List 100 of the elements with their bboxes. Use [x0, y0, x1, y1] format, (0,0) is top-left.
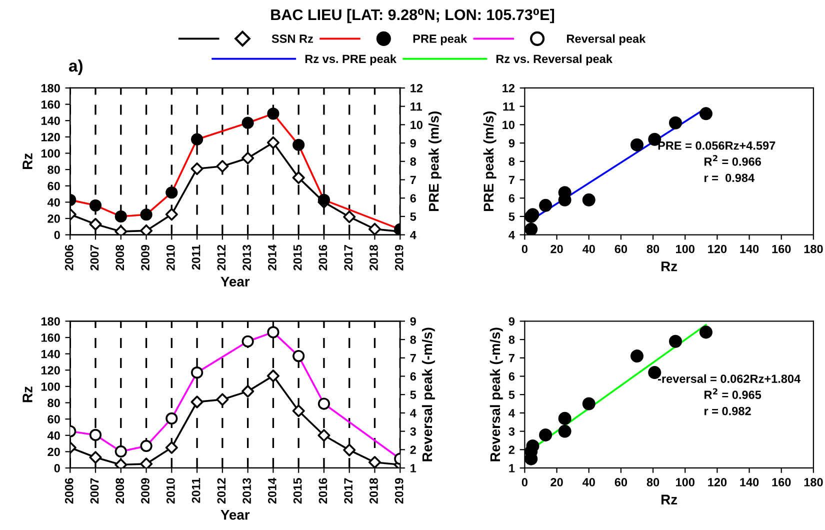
x-tick-label: 80	[646, 478, 660, 486]
x-tick-label: 2018	[370, 478, 378, 504]
x-tick-label: 2013	[242, 244, 252, 270]
legend-label: PRE peak	[413, 34, 468, 46]
y-tick-label: 9	[508, 317, 515, 326]
x-tick-label: 2017	[344, 245, 353, 270]
x-tick-label: 120	[708, 478, 727, 486]
y-tick-label: 140	[41, 116, 60, 125]
y-tick-label: 9	[508, 139, 515, 148]
x-axis-title: Rz	[662, 262, 678, 272]
y2-tick-label: 1	[410, 464, 416, 472]
x-tick-label: 60	[614, 478, 628, 486]
y2-axis-title: PRE peak (m/s)	[428, 112, 442, 212]
y2-tick-label: 4	[410, 230, 416, 240]
y-tick-label: 7	[508, 176, 514, 184]
y-tick-label: 20	[48, 448, 60, 456]
y-tick-label: 10	[502, 120, 514, 130]
y2-tick-label: 5	[410, 390, 416, 399]
y2-tick-label: 7	[410, 176, 416, 184]
annotation: R$^{2}$ = 0.965	[704, 388, 762, 400]
y-tick-label: 100	[41, 149, 60, 158]
x-tick-label: 120	[708, 244, 727, 254]
y-axis-title: Rz	[22, 386, 32, 402]
y-tick-label: 60	[48, 415, 60, 424]
x-tick-label: 2017	[344, 478, 353, 504]
y2-tick-label: 7	[410, 354, 416, 362]
x-tick-label: 2007	[90, 245, 99, 270]
y-tick-label: 180	[41, 84, 60, 92]
x-tick-label: 2014	[268, 244, 276, 270]
text: Rz vs. PRE peak	[305, 54, 396, 66]
y-tick-label: 40	[47, 431, 60, 440]
chart-title: BAC LIEU [LAT: 9.28⁰N; LON: 105.73⁰E]	[271, 8, 554, 24]
x-axis-title: Rz	[662, 494, 678, 504]
text: Rz vs. Reversal peak	[496, 54, 612, 66]
text: a)	[68, 59, 82, 76]
y-tick-label: 7	[508, 354, 514, 362]
x-tick-label: 2014	[268, 478, 276, 504]
x-tick-label: 140	[740, 244, 759, 254]
y-tick-label: 140	[41, 350, 60, 358]
x-tick-label: 2018	[370, 244, 378, 270]
x-tick-label: 2013	[242, 478, 252, 504]
y-tick-label: 80	[48, 398, 60, 408]
y-axis-title: Rz	[22, 153, 32, 169]
y-tick-label: 120	[41, 366, 60, 375]
x-tick-label: 20	[550, 244, 563, 254]
x-tick-label: 2011	[192, 244, 200, 270]
x-tick-label: 180	[804, 244, 823, 254]
y2-tick-label: 8	[410, 157, 416, 166]
y-tick-label: 60	[48, 182, 60, 190]
y-tick-label: 80	[48, 166, 60, 174]
y2-tick-label: 9	[410, 317, 416, 326]
y2-tick-label: 8	[410, 336, 416, 344]
y-tick-label: 0	[54, 230, 60, 240]
y2-tick-label: 9	[410, 139, 416, 148]
y-tick-label: 5	[508, 212, 515, 221]
y-tick-label: 160	[41, 334, 60, 342]
x-tick-label: 180	[804, 478, 823, 486]
x-tick-label: 40	[582, 244, 595, 254]
x-tick-label: 2009	[141, 478, 150, 504]
y2-tick-label: 6	[410, 372, 416, 381]
y2-tick-label: 4	[410, 409, 416, 418]
y2-axis-title: Reversal peak (-m/s)	[422, 328, 435, 462]
y-tick-label: 100	[41, 382, 60, 391]
y-tick-label: 2	[508, 446, 515, 454]
y2-tick-label: 10	[410, 120, 422, 130]
x-tick-label: 0	[522, 478, 528, 486]
annotation: PRE = 0.056Rz+4.597	[658, 141, 776, 150]
x-tick-label: 60	[614, 244, 628, 254]
y-tick-label: 120	[41, 132, 60, 142]
y-axis-title: PRE peak (m/s)	[483, 112, 496, 212]
y-tick-label: 5	[508, 390, 515, 399]
x-tick-label: 2012	[217, 244, 226, 270]
x-tick-label: 2015	[293, 244, 302, 270]
y2-tick-label: 2	[410, 446, 416, 454]
annotation: r = 0.982	[704, 406, 751, 416]
x-tick-label: 80	[646, 244, 660, 254]
text: Reversal peak	[567, 34, 646, 46]
y-tick-label: 8	[508, 336, 515, 344]
x-tick-label: 0	[522, 244, 528, 254]
x-tick-label: 2016	[318, 244, 328, 270]
x-tick-label: 2006	[64, 244, 74, 270]
y-tick-label: 160	[41, 100, 60, 109]
x-tick-label: 2007	[90, 478, 99, 504]
x-tick-label: 2010	[166, 478, 175, 504]
y2-tick-label: 12	[410, 84, 423, 92]
x-tick-label: 40	[582, 478, 595, 486]
annotation: R$^{2}$ = 0.966	[704, 155, 762, 166]
y-tick-label: 11	[503, 102, 515, 111]
y-tick-label: 4	[508, 230, 515, 240]
x-tick-label: 100	[676, 244, 694, 254]
x-tick-label: 2010	[166, 244, 175, 270]
y2-tick-label: 6	[410, 194, 416, 202]
x-axis-title: Year	[220, 276, 250, 287]
y-tick-label: 6	[508, 372, 515, 381]
x-tick-label: 2008	[116, 244, 124, 270]
y-tick-label: 8	[508, 157, 515, 166]
x-axis-title: Year	[220, 510, 250, 520]
annotation: -reversal = 0.062Rz+1.804	[658, 374, 801, 383]
x-tick-label: 2006	[64, 478, 74, 504]
x-tick-label: 2009	[141, 244, 150, 270]
